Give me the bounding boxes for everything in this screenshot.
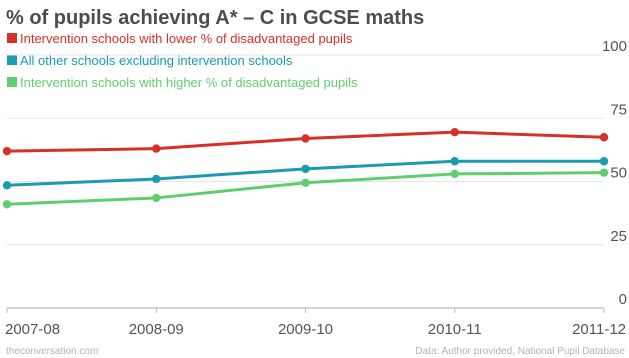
legend-label-other: All other schools excluding intervention… bbox=[20, 53, 293, 68]
x-tick-label: 2011-12 bbox=[572, 321, 626, 338]
data-point bbox=[599, 157, 609, 166]
chart-title: % of pupils achieving A* – C in GCSE mat… bbox=[6, 7, 424, 29]
legend-label-higher: Intervention schools with higher % of di… bbox=[20, 75, 358, 90]
legend-swatch-higher bbox=[7, 77, 17, 87]
data-point bbox=[152, 174, 161, 184]
x-tick-label: 2010-11 bbox=[428, 321, 482, 338]
y-tick-label: 100 bbox=[602, 38, 627, 55]
data-point bbox=[152, 144, 161, 153]
y-tick-label: 50 bbox=[610, 165, 627, 182]
legend-swatch-other bbox=[7, 55, 17, 65]
legend-swatch-lower bbox=[7, 33, 17, 43]
data-point bbox=[301, 164, 310, 174]
data-point bbox=[301, 134, 310, 143]
data-point bbox=[599, 168, 609, 177]
x-axis-ticks: 2007-08 2008-09 2009-10 2010-11 2011-12 bbox=[5, 308, 626, 338]
y-tick-label: 0 bbox=[619, 291, 627, 308]
data-point bbox=[450, 157, 459, 166]
y-axis-ticks: 0 25 50 75 100 bbox=[602, 38, 627, 308]
x-tick-label: 2008-09 bbox=[129, 321, 184, 338]
data-point bbox=[450, 127, 459, 137]
series-line-3 bbox=[5, 171, 606, 206]
footer-source-left: theconversation.com bbox=[6, 346, 98, 357]
y-tick-label: 75 bbox=[610, 101, 627, 118]
data-point bbox=[2, 181, 12, 190]
x-tick-label: 2009-10 bbox=[278, 321, 333, 338]
data-point bbox=[301, 178, 310, 187]
legend-label-lower: Intervention schools with lower % of dis… bbox=[20, 31, 353, 46]
footer-source-right: Data: Author provided, National Pupil Da… bbox=[415, 346, 625, 357]
data-point bbox=[599, 133, 609, 142]
data-point bbox=[152, 193, 161, 203]
x-tick-label: 2007-08 bbox=[5, 321, 60, 338]
y-tick-label: 25 bbox=[610, 228, 627, 245]
legend: Intervention schools with lower % of dis… bbox=[7, 31, 358, 90]
data-point bbox=[450, 169, 459, 179]
data-point bbox=[2, 200, 12, 209]
data-point bbox=[2, 146, 12, 156]
series-lines bbox=[2, 127, 609, 209]
